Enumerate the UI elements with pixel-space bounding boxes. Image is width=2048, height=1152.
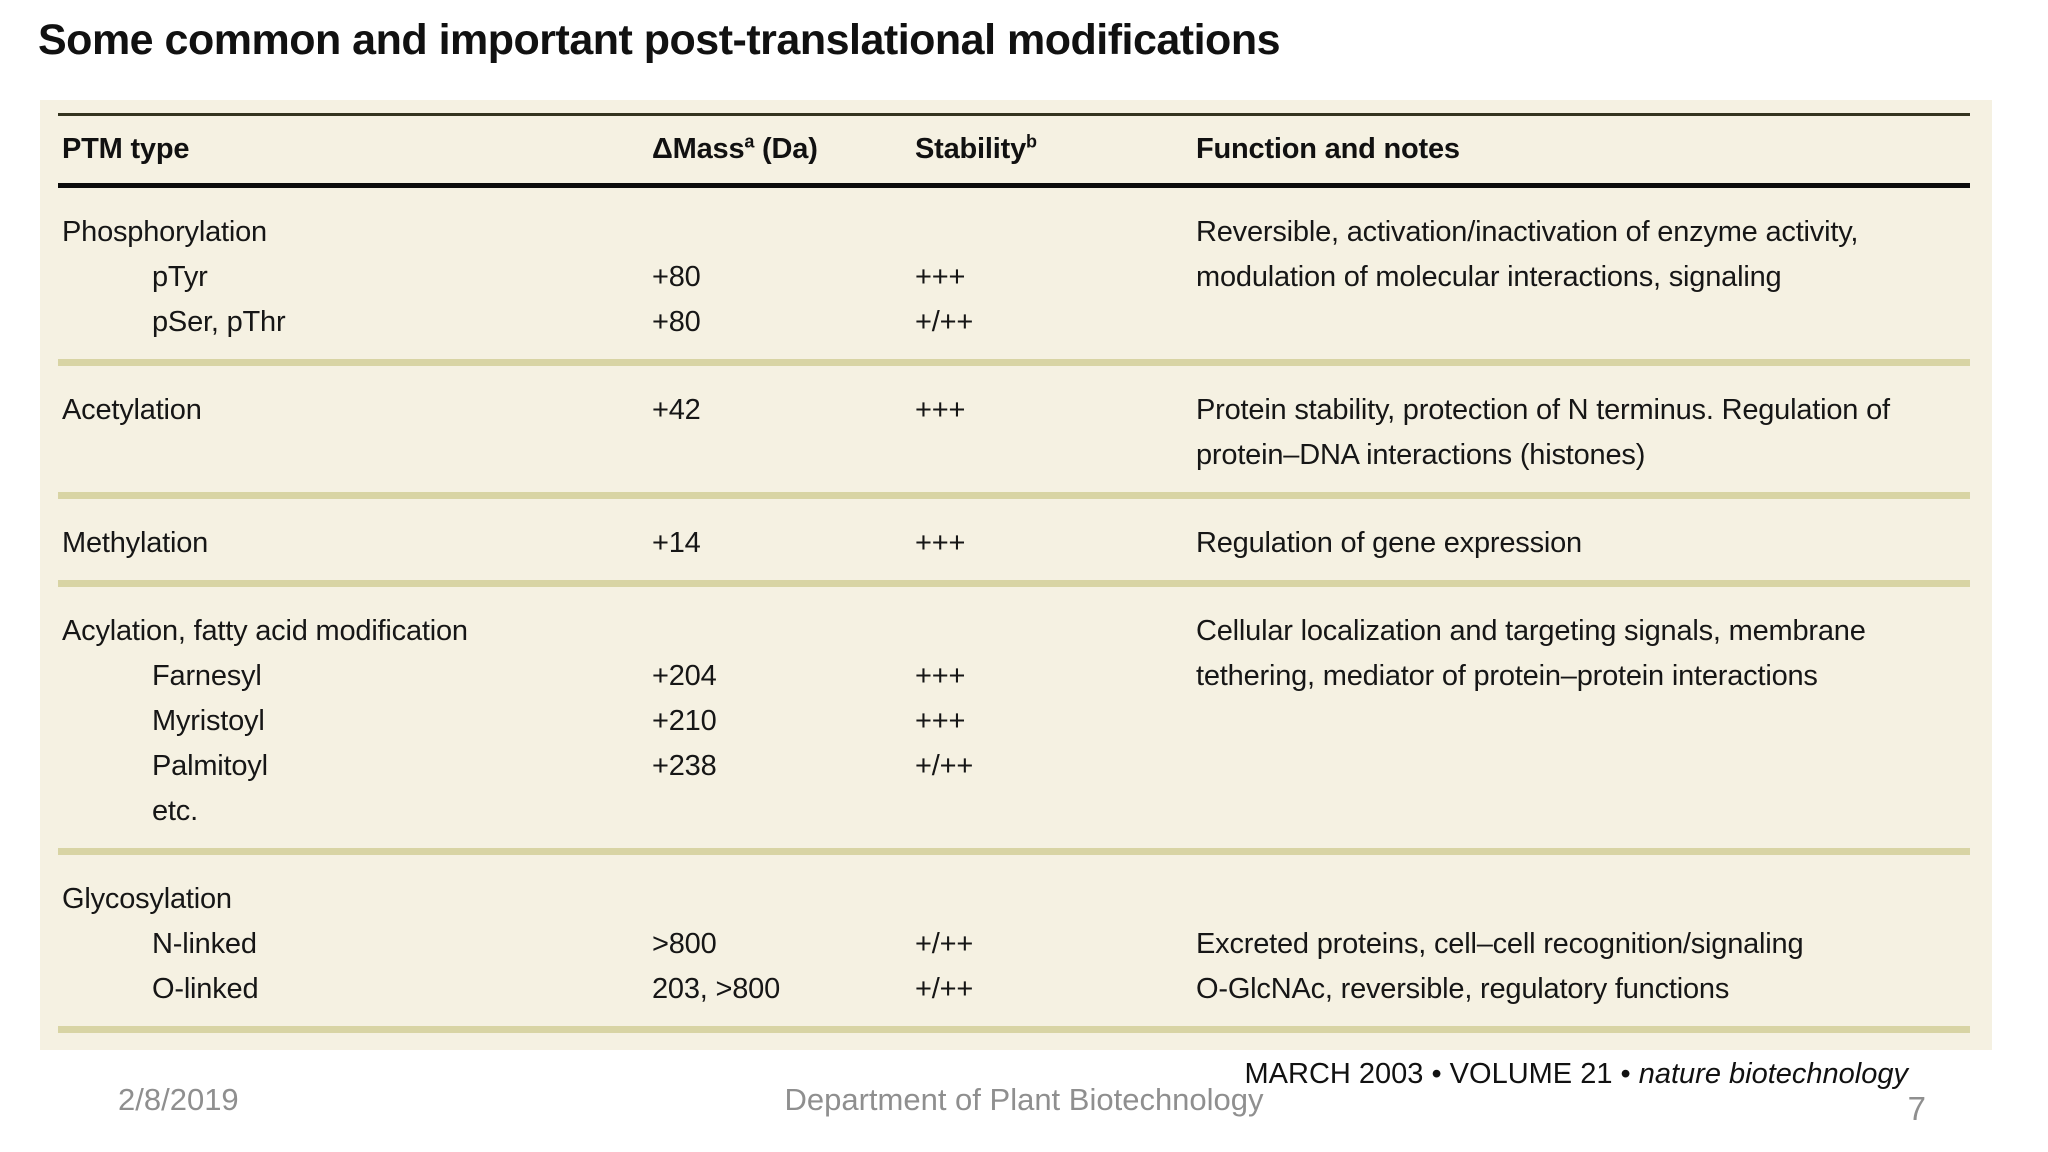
delta-mass-cell: 203, >800 [652, 973, 781, 1005]
column-header-2: Stabilityb [915, 131, 1037, 165]
table-section: Glycosylation N-linked >800 +/++ Excreted pr… [58, 855, 1970, 1033]
stability-cell: +++ [915, 527, 966, 559]
function-notes-cell: O-GlcNAc, reversible, regulatory functio… [1196, 973, 1730, 1005]
function-notes-cell: Regulation of gene expression [1196, 527, 1582, 559]
delta-mass-cell: +210 [652, 705, 717, 737]
footer-date: 2/8/2019 [118, 1082, 239, 1117]
page-number: 7 [1907, 1090, 1926, 1127]
stability-cell: +/++ [915, 928, 974, 960]
journal-name: nature biotechnology [1638, 1058, 1908, 1090]
table-row: Methylation +14 +++ Regulation of gene expr… [58, 521, 1970, 566]
table-row: O-linked 203, >800 +/++ O-GlcNAc, reversibl… [58, 967, 1970, 1012]
ptm-type-cell: Methylation [62, 527, 209, 559]
table-row: protein–DNA interactions (histones) [58, 433, 1970, 478]
column-header-0: PTM type [62, 133, 190, 165]
ptm-type-cell: Glycosylation [62, 883, 232, 915]
ptm-type-cell: etc. [152, 795, 198, 827]
table-row: etc. [58, 789, 1970, 834]
stability-cell: +/++ [915, 306, 974, 338]
table-body: Phosphorylation Reversible, activation/in… [58, 188, 1970, 1033]
column-header-3: Function and notes [1196, 133, 1460, 165]
table-top-rule [58, 113, 1970, 116]
column-header-1: ΔMassa (Da) [652, 131, 818, 165]
journal-credit: MARCH 2003 • VOLUME 21 • nature biotechn… [1245, 1058, 1908, 1091]
function-notes-cell: Excreted proteins, cell–cell recognition… [1196, 928, 1804, 960]
ptm-type-cell: pSer, pThr [152, 306, 286, 338]
ptm-type-cell: Palmitoyl [152, 750, 268, 782]
stability-cell: +++ [915, 660, 966, 692]
ptm-type-cell: Myristoyl [152, 705, 265, 737]
table-section: Acetylation +42 +++ Protein stability, prot… [58, 366, 1970, 499]
ptm-table: PTM type ΔMassa (Da) Stabilityb Function an… [40, 100, 1992, 1050]
table-section: Acylation, fatty acid modification Cellul… [58, 587, 1970, 855]
ptm-type-cell: pTyr [152, 261, 208, 293]
ptm-type-cell: N-linked [152, 928, 257, 960]
table-row: Farnesyl +204 +++ tethering, mediator of pr… [58, 654, 1970, 699]
function-notes-cell: Protein stability, protection of N termi… [1196, 394, 1890, 426]
delta-mass-cell: +204 [652, 660, 717, 692]
table-section: Methylation +14 +++ Regulation of gene expr… [58, 499, 1970, 587]
table-row: N-linked >800 +/++ Excreted proteins, cell–… [58, 922, 1970, 967]
delta-mass-cell: >800 [652, 928, 717, 960]
delta-mass-cell: +14 [652, 527, 701, 559]
function-notes-cell: Reversible, activation/inactivation of e… [1196, 216, 1859, 248]
table-row: Phosphorylation Reversible, activation/in… [58, 210, 1970, 255]
stability-cell: +++ [915, 705, 966, 737]
table-row: Myristoyl +210 +++ [58, 699, 1970, 744]
journal-credit-prefix: MARCH 2003 • VOLUME 21 • [1244, 1058, 1639, 1090]
ptm-type-cell: Phosphorylation [62, 216, 267, 248]
table-row: pTyr +80 +++ modulation of molecular intera… [58, 255, 1970, 300]
ptm-type-cell: O-linked [152, 973, 259, 1005]
stability-cell: +++ [915, 261, 966, 293]
function-notes-cell: protein–DNA interactions (histones) [1196, 439, 1646, 471]
stability-cell: +/++ [915, 973, 974, 1005]
stability-cell: +/++ [915, 750, 974, 782]
slide-title: Some common and important post-translati… [38, 16, 1281, 64]
table-row: Acylation, fatty acid modification Cellul… [58, 609, 1970, 654]
ptm-type-cell: Farnesyl [152, 660, 262, 692]
ptm-type-cell: Acylation, fatty acid modification [62, 615, 468, 647]
stability-cell: +++ [915, 394, 966, 426]
ptm-type-cell: Acetylation [62, 394, 202, 426]
function-notes-cell: Cellular localization and targeting sign… [1196, 615, 1866, 647]
header-bottom-rule [58, 183, 1970, 188]
table-row: Palmitoyl +238 +/++ [58, 744, 1970, 789]
table-row: pSer, pThr +80 +/++ [58, 300, 1970, 345]
table-section: Phosphorylation Reversible, activation/in… [58, 188, 1970, 366]
delta-mass-cell: +238 [652, 750, 717, 782]
table-row: Acetylation +42 +++ Protein stability, prot… [58, 388, 1970, 433]
function-notes-cell: tethering, mediator of protein–protein i… [1196, 660, 1818, 692]
delta-mass-cell: +42 [652, 394, 701, 426]
ptm-table-inner: PTM type ΔMassa (Da) Stabilityb Function an… [58, 113, 1970, 1033]
table-row: Glycosylation [58, 877, 1970, 922]
delta-mass-cell: +80 [652, 261, 701, 293]
function-notes-cell: modulation of molecular interactions, si… [1196, 261, 1782, 293]
delta-mass-cell: +80 [652, 306, 701, 338]
table-header-row: PTM type ΔMassa (Da) Stabilityb Function an… [58, 116, 1970, 183]
